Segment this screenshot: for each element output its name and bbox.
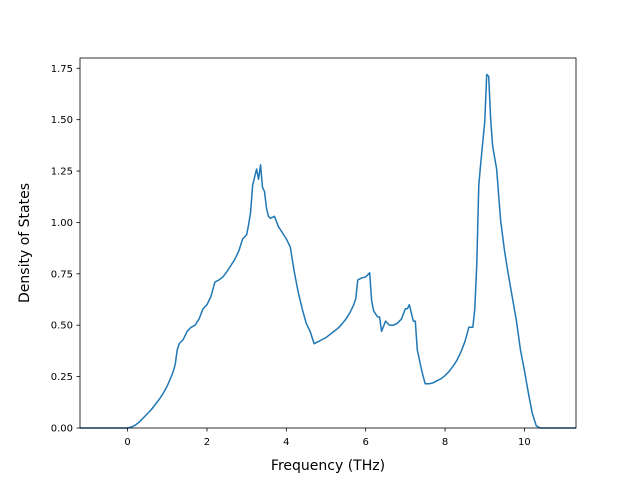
y-axis-label: Density of States xyxy=(17,183,33,303)
x-tick-label: 6 xyxy=(363,437,369,448)
x-tick-label: 4 xyxy=(283,437,289,448)
y-tick-label: 1.50 xyxy=(51,115,73,126)
x-tick-label: 2 xyxy=(204,437,210,448)
x-axis: 0 2 4 6 8 10 xyxy=(124,428,531,448)
x-axis-label: Frequency (THz) xyxy=(271,458,385,474)
y-tick-label: 0.00 xyxy=(51,424,73,435)
plot-frame xyxy=(79,57,577,429)
y-tick-label: 1.00 xyxy=(51,218,73,229)
y-tick-label: 1.25 xyxy=(51,167,73,178)
x-tick-label: 8 xyxy=(442,437,448,448)
y-tick-label: 0.75 xyxy=(51,269,73,280)
y-axis: 0.00 0.25 0.50 0.75 1.00 1.25 1.50 1.75 xyxy=(51,64,80,435)
x-tick-label: 0 xyxy=(124,437,130,448)
y-tick-label: 0.50 xyxy=(51,321,73,332)
dos-series-line-0 xyxy=(80,73,576,429)
x-tick-label: 10 xyxy=(518,437,531,448)
y-tick-label: 1.75 xyxy=(51,64,73,75)
plot-line-layer xyxy=(80,73,576,429)
y-tick-label: 0.25 xyxy=(51,372,73,383)
